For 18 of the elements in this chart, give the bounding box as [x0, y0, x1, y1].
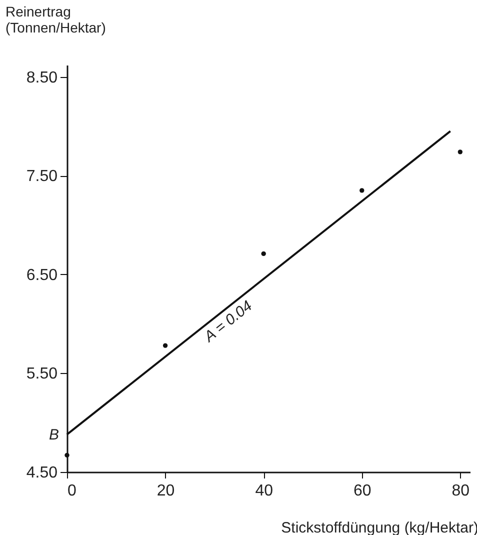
annotation: B: [48, 426, 59, 444]
y-tick-label: 4.50: [26, 464, 58, 482]
point: [458, 150, 463, 154]
point: [261, 251, 266, 256]
y-tick-label: 8.50: [26, 69, 58, 86]
y-axis-title: Reinertrag (Tonnen/Hektar): [6, 4, 106, 36]
x-tick-label: 0: [68, 482, 76, 500]
point: [360, 188, 364, 193]
y-tick-label: 5.50: [26, 366, 58, 383]
x-tick-label: 40: [255, 482, 274, 500]
x-tick-label: 60: [353, 482, 372, 500]
y-tick-label: 6.50: [26, 266, 58, 284]
point: [64, 452, 70, 458]
annotation: A = 0.04: [200, 298, 256, 346]
x-tick-label: 20: [156, 482, 175, 500]
y-tick-label: 7.50: [26, 168, 58, 186]
x-tick-label: 80: [452, 482, 470, 500]
point: [162, 343, 168, 348]
